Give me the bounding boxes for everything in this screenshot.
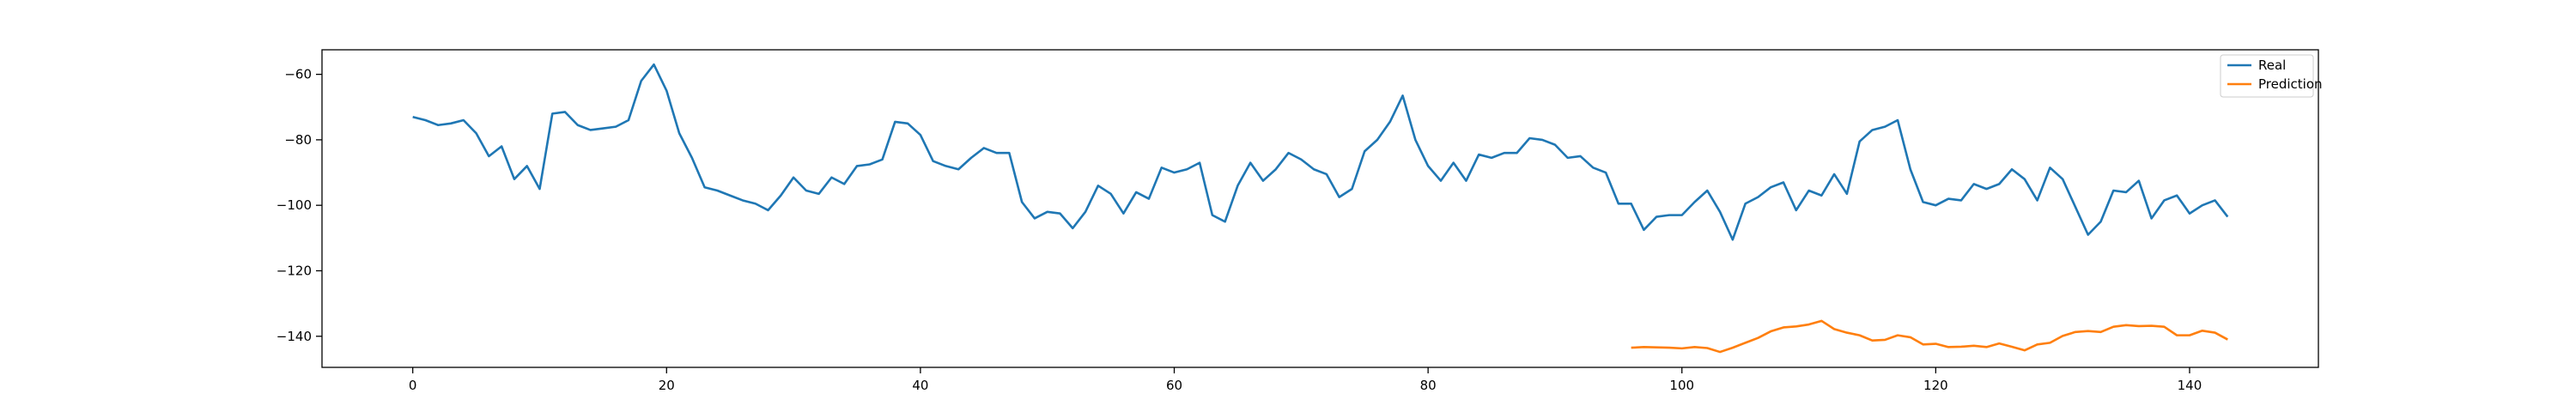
y-tick-label: −80 [284, 132, 312, 148]
x-tick-label: 80 [1420, 378, 1437, 393]
x-tick-label: 20 [659, 378, 675, 393]
y-tick-label: −100 [276, 197, 312, 213]
axis-ticks: 0 20 40 60 80 100 120 140 −60 −80 −100 −120 −140 [276, 67, 2202, 393]
legend-label-prediction: Prediction [2258, 76, 2323, 92]
y-tick-label: −140 [276, 329, 312, 344]
legend: Real Prediction [2220, 54, 2323, 98]
series-line-prediction [1631, 319, 2228, 354]
x-tick-label: 40 [912, 378, 928, 393]
plot-frame [321, 49, 2319, 368]
x-tick-label: 100 [1669, 378, 1694, 393]
x-tick-label: 60 [1166, 378, 1182, 393]
y-tick-label: −120 [276, 263, 312, 278]
series-line-real [412, 63, 2229, 241]
series-lines [412, 63, 2229, 354]
x-tick-label: 0 [409, 378, 417, 393]
x-tick-label: 140 [2178, 378, 2202, 393]
legend-label-real: Real [2258, 58, 2286, 73]
y-tick-label: −60 [284, 67, 312, 82]
x-tick-label: 120 [1923, 378, 1948, 393]
